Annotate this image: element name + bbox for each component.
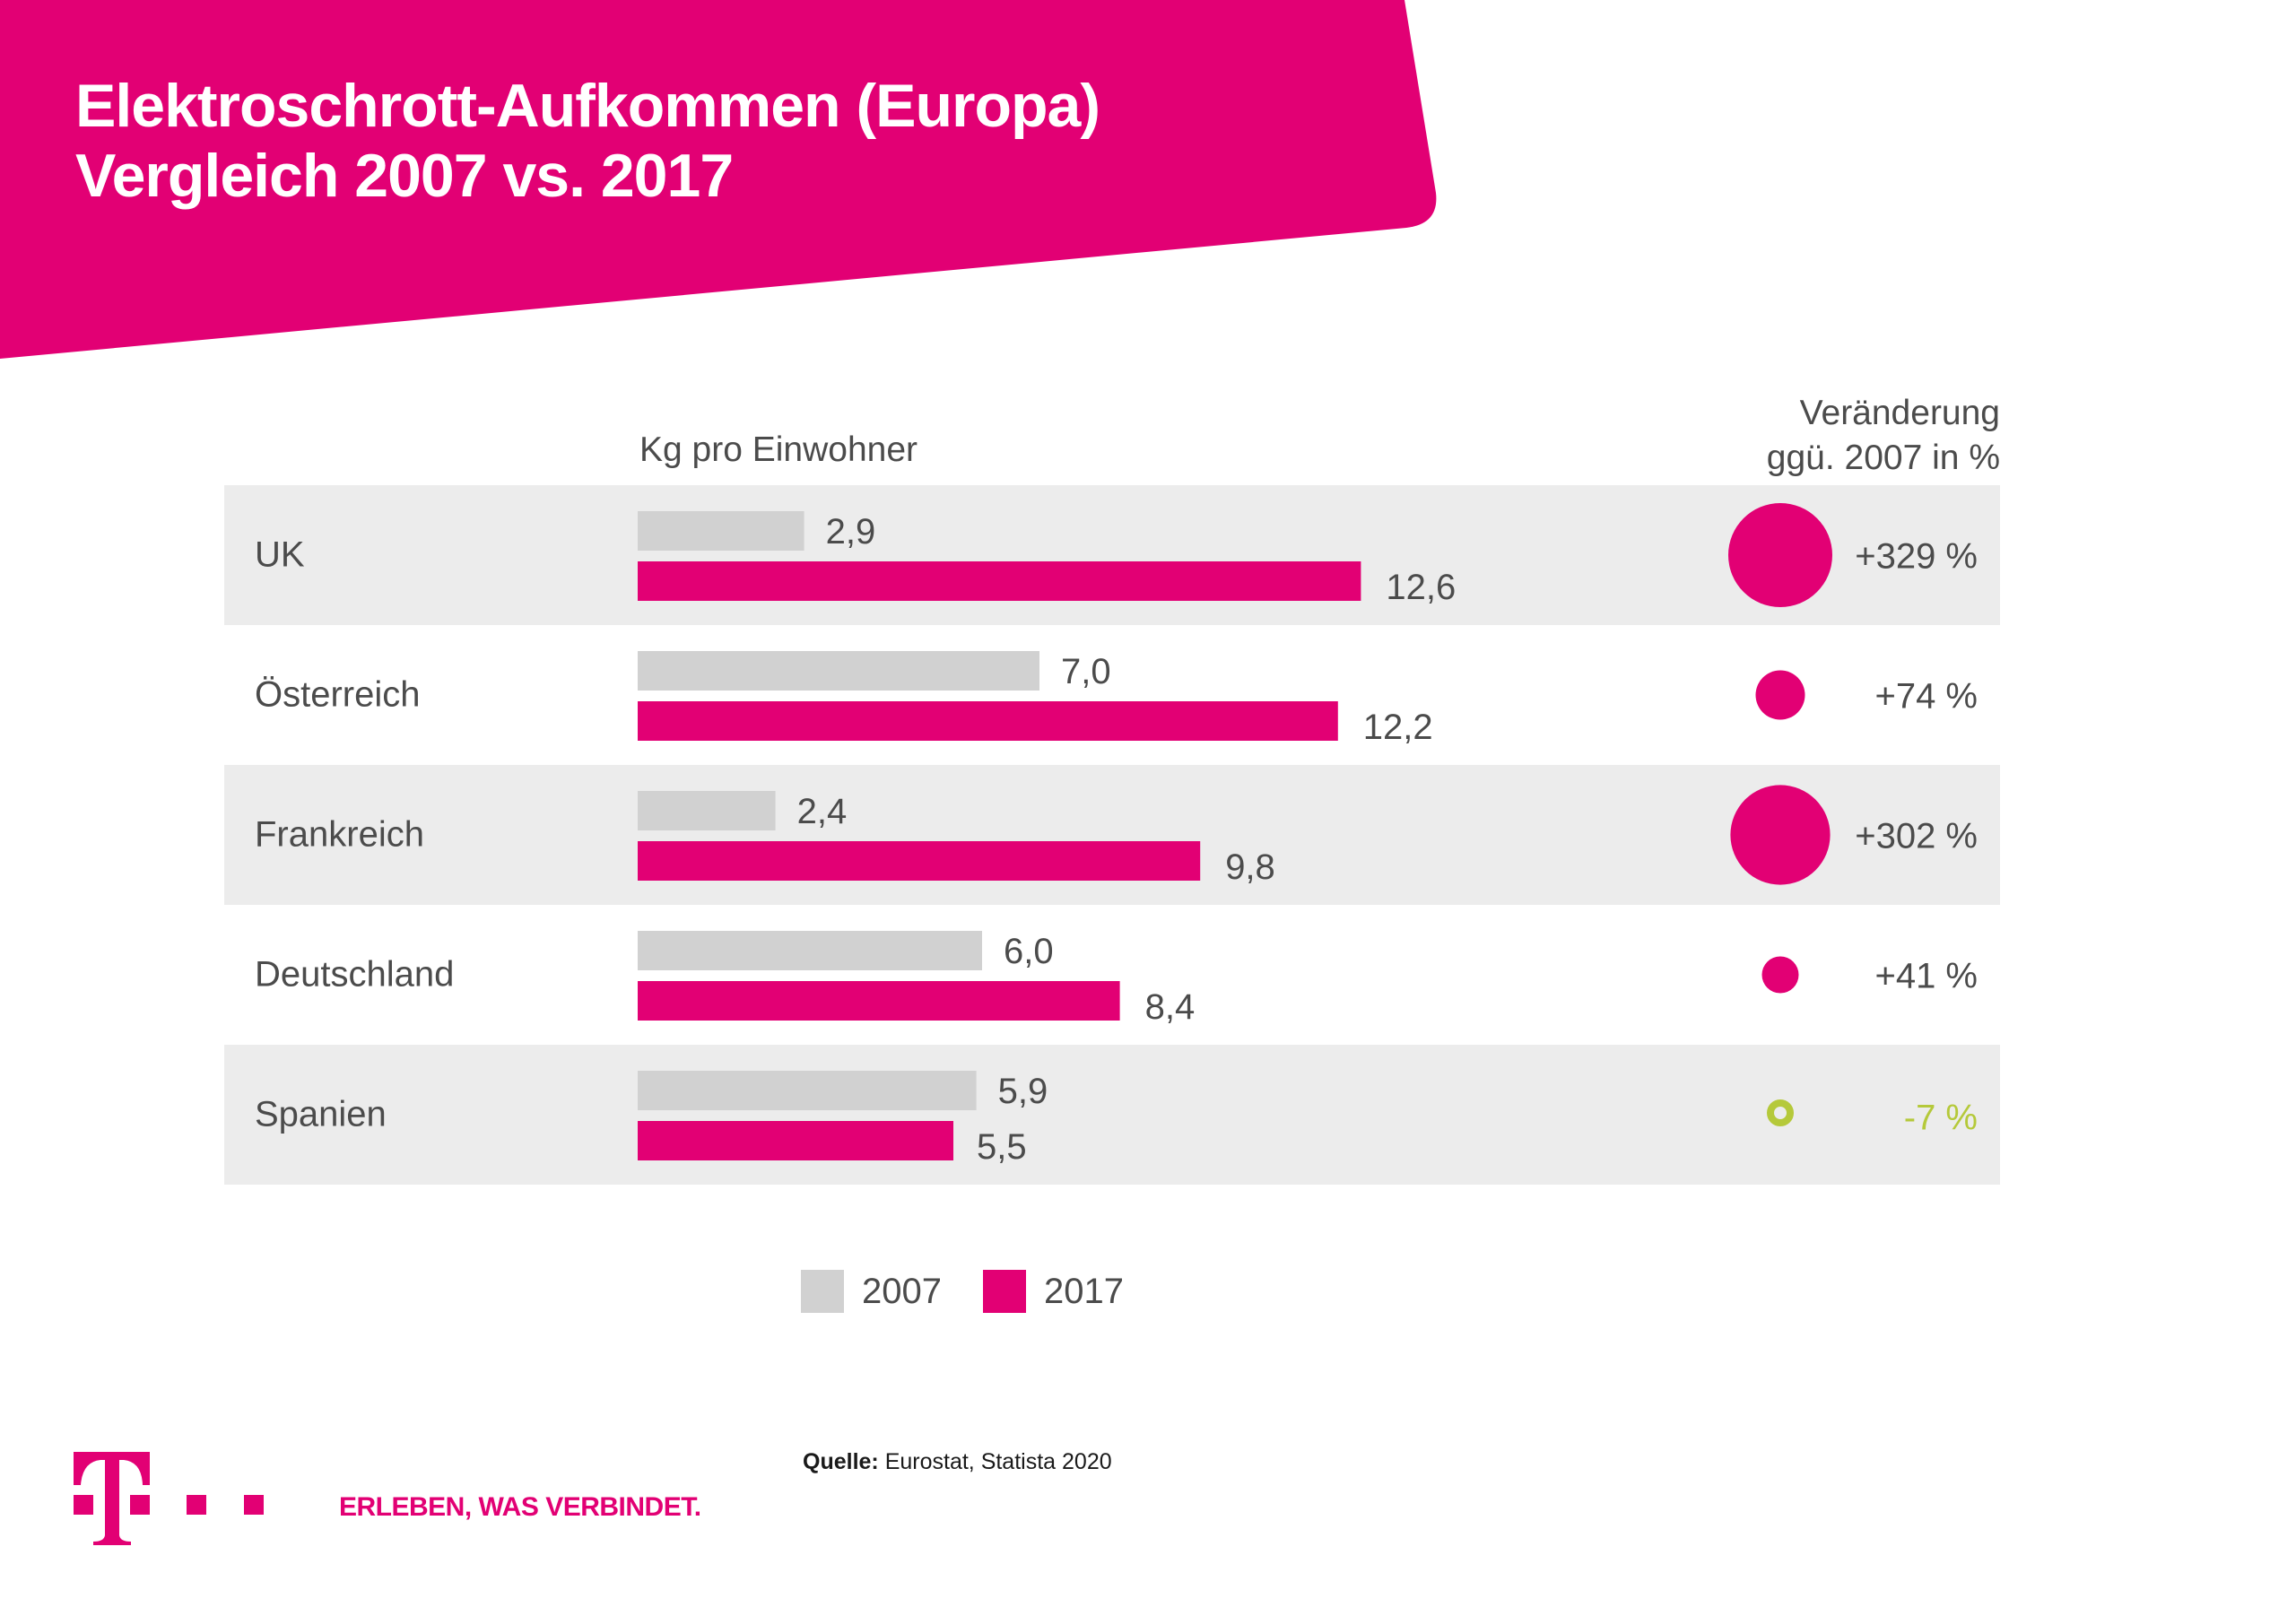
value-label-2017: 9,8 <box>1225 847 1275 887</box>
row-band <box>224 485 2000 625</box>
change-percent-label: +74 % <box>1874 677 1978 717</box>
value-label-2007: 2,9 <box>826 512 876 552</box>
change-bubble <box>1728 503 1832 607</box>
page-title: Elektroschrott-Aufkommen (Europa) <box>75 72 1100 140</box>
change-bubble-negative <box>1767 1099 1794 1126</box>
source-label: Quelle: <box>803 1449 879 1474</box>
change-bubble <box>1761 956 1799 994</box>
value-label-2007: 7,0 <box>1061 652 1111 691</box>
value-label-2017: 12,2 <box>1363 708 1433 747</box>
header-banner <box>0 0 1437 359</box>
value-label-2017: 5,5 <box>977 1127 1027 1167</box>
category-label: Frankreich <box>255 815 424 855</box>
legend-label-2017: 2017 <box>1043 1272 1124 1311</box>
change-column-header: Veränderung ggü. 2007 in % <box>1767 391 2000 481</box>
source-note: Quelle: Eurostat, Statista 2020 <box>803 1449 1112 1475</box>
change-percent-label: +41 % <box>1874 957 1978 996</box>
change-header-line-2: ggü. 2007 in % <box>1766 439 2000 477</box>
brand-tagline: ERLEBEN, WAS VERBINDET. <box>339 1492 701 1522</box>
row-band <box>224 765 2000 905</box>
change-percent-label: -7 % <box>1904 1099 1978 1138</box>
change-bubble <box>1755 670 1805 720</box>
bar-2017 <box>638 841 1201 881</box>
value-label-2007: 5,9 <box>998 1072 1048 1111</box>
page-subtitle: Vergleich 2007 vs. 2017 <box>75 142 734 210</box>
bar-2007 <box>638 511 804 551</box>
bar-2007 <box>638 791 776 830</box>
change-percent-label: +329 % <box>1855 537 1978 577</box>
bar-2017 <box>638 701 1338 741</box>
legend-item-2007: 2007 <box>801 1270 942 1313</box>
value-label-2017: 12,6 <box>1386 568 1456 607</box>
legend-item-2017: 2017 <box>982 1270 1124 1313</box>
change-header-line-1: Veränderung <box>1799 394 2000 432</box>
telekom-logo-icon <box>74 1452 264 1545</box>
value-label-2007: 6,0 <box>1004 932 1054 971</box>
legend-swatch-2017 <box>982 1270 1026 1313</box>
legend-label-2007: 2007 <box>862 1272 942 1311</box>
category-label: UK <box>255 535 305 575</box>
legend-swatch-2007 <box>801 1270 844 1313</box>
value-label-2007: 2,4 <box>797 792 848 831</box>
category-label: Deutschland <box>255 955 454 995</box>
bar-2007 <box>638 651 1039 691</box>
source-text: Eurostat, Statista 2020 <box>878 1449 1112 1474</box>
legend: 2007 2017 <box>801 1270 1165 1313</box>
category-label: Spanien <box>255 1095 387 1134</box>
bar-2017 <box>638 561 1361 601</box>
change-bubble <box>1730 785 1831 885</box>
bar-2017 <box>638 981 1120 1021</box>
bar-2007 <box>638 931 982 970</box>
category-label: Österreich <box>255 675 421 715</box>
change-percent-label: +302 % <box>1855 817 1978 856</box>
row-band <box>224 1045 2000 1185</box>
value-label-2017: 8,4 <box>1145 987 1196 1027</box>
bar-2017 <box>638 1121 953 1160</box>
x-axis-label: Kg pro Einwohner <box>639 430 918 469</box>
bar-2007 <box>638 1071 977 1110</box>
